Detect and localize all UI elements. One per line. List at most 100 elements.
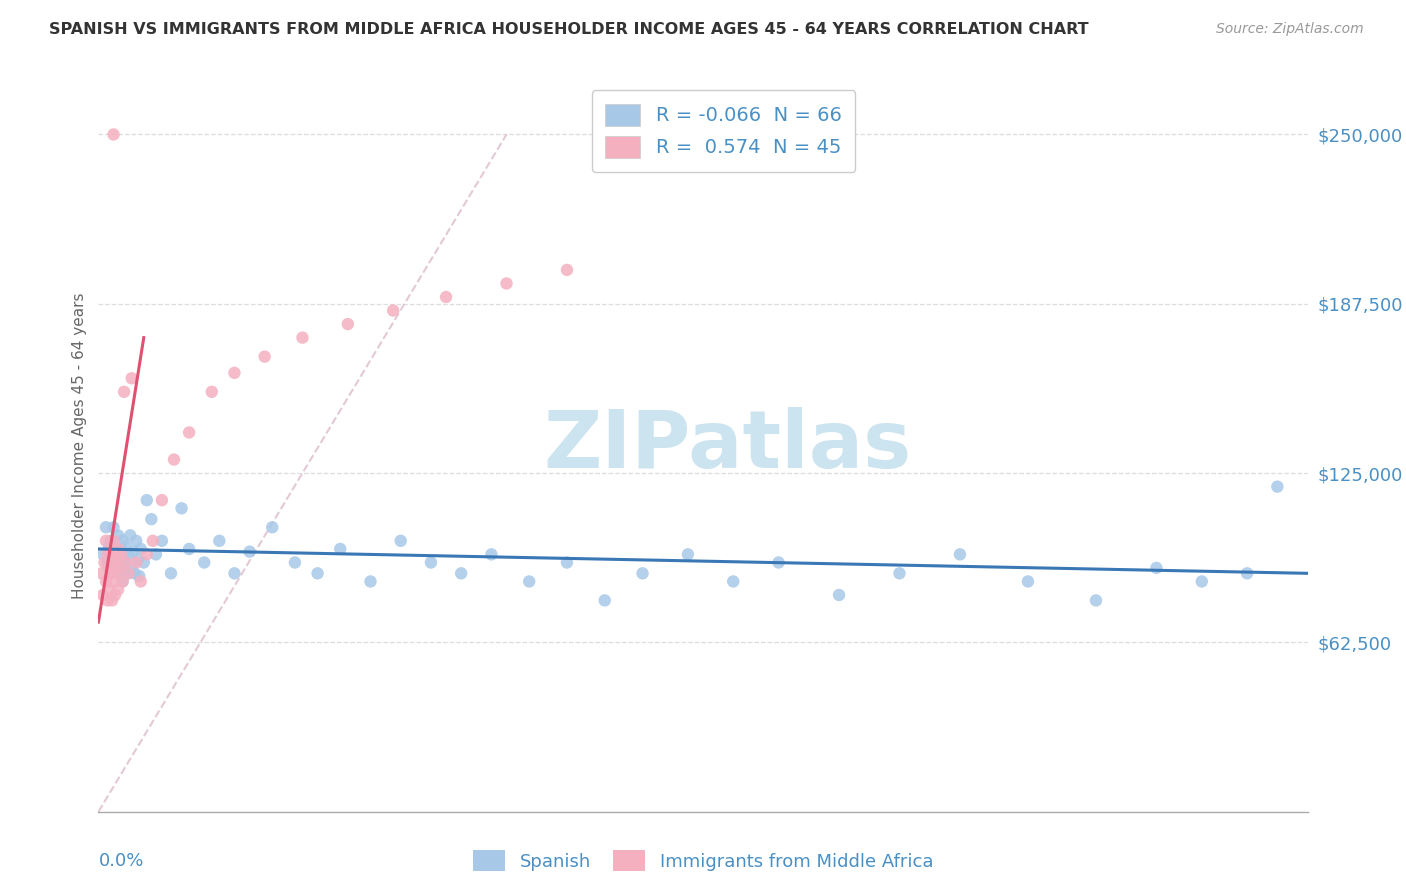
Point xyxy=(1017,574,1039,589)
Point xyxy=(135,493,157,508)
Legend: R = -0.066  N = 66, R =  0.574  N = 45: R = -0.066 N = 66, R = 0.574 N = 45 xyxy=(592,90,855,172)
Legend: Spanish, Immigrants from Middle Africa: Spanish, Immigrants from Middle Africa xyxy=(465,843,941,879)
Point xyxy=(141,512,163,526)
Point xyxy=(96,556,118,570)
Point xyxy=(108,561,131,575)
Point xyxy=(1144,561,1167,575)
Point xyxy=(307,566,329,581)
Point xyxy=(112,550,135,565)
Point xyxy=(100,533,122,548)
Point xyxy=(90,566,112,581)
Point xyxy=(96,547,118,561)
Point xyxy=(420,556,443,570)
Point xyxy=(101,556,124,570)
Point xyxy=(114,556,136,570)
Point xyxy=(111,574,134,589)
Point xyxy=(98,561,121,575)
Point xyxy=(107,541,129,556)
Point xyxy=(142,533,165,548)
Y-axis label: Householder Income Ages 45 - 64 years: Householder Income Ages 45 - 64 years xyxy=(72,293,87,599)
Point xyxy=(103,128,125,142)
Point xyxy=(555,263,578,277)
Point xyxy=(111,574,134,589)
Point xyxy=(96,593,118,607)
Point xyxy=(150,533,173,548)
Point xyxy=(224,366,246,380)
Point xyxy=(103,541,125,556)
Point xyxy=(723,574,745,589)
Point xyxy=(124,566,146,581)
Point xyxy=(103,520,125,534)
Text: Source: ZipAtlas.com: Source: ZipAtlas.com xyxy=(1216,22,1364,37)
Point xyxy=(103,533,125,548)
Point xyxy=(105,547,128,561)
Point xyxy=(105,566,128,581)
Point xyxy=(631,566,654,581)
Point xyxy=(160,566,183,581)
Point xyxy=(145,547,167,561)
Text: ZIPatlas: ZIPatlas xyxy=(543,407,911,485)
Point xyxy=(1236,566,1258,581)
Point xyxy=(104,553,127,567)
Point xyxy=(676,547,699,561)
Point xyxy=(112,384,135,399)
Point xyxy=(120,528,142,542)
Point xyxy=(360,574,382,589)
Point xyxy=(163,452,186,467)
Point xyxy=(949,547,972,561)
Point xyxy=(125,533,148,548)
Point xyxy=(450,566,472,581)
Point xyxy=(201,384,224,399)
Point xyxy=(121,371,143,385)
Point xyxy=(329,541,352,556)
Point xyxy=(253,350,276,364)
Point xyxy=(262,520,284,534)
Point xyxy=(91,588,114,602)
Point xyxy=(115,566,138,581)
Point xyxy=(91,547,114,561)
Point xyxy=(103,574,125,589)
Point xyxy=(239,544,262,558)
Point xyxy=(111,533,134,548)
Point xyxy=(555,556,578,570)
Point xyxy=(132,556,155,570)
Point xyxy=(93,556,115,570)
Point xyxy=(389,533,412,548)
Point xyxy=(107,582,129,597)
Point xyxy=(129,574,152,589)
Point xyxy=(129,541,152,556)
Point xyxy=(179,425,201,440)
Point xyxy=(291,331,314,345)
Point xyxy=(114,556,136,570)
Point xyxy=(118,547,141,561)
Point xyxy=(127,553,149,567)
Point xyxy=(434,290,457,304)
Point xyxy=(105,547,128,561)
Point xyxy=(1267,480,1289,494)
Point xyxy=(104,588,127,602)
Point xyxy=(125,556,148,570)
Point xyxy=(94,574,117,589)
Point xyxy=(193,556,215,570)
Point xyxy=(336,317,359,331)
Point xyxy=(101,566,124,581)
Point xyxy=(110,541,132,556)
Point xyxy=(593,593,616,607)
Point xyxy=(517,574,540,589)
Point xyxy=(382,303,405,318)
Point xyxy=(150,493,173,508)
Point xyxy=(224,566,246,581)
Point xyxy=(118,566,141,581)
Point xyxy=(1191,574,1213,589)
Point xyxy=(101,593,124,607)
Point xyxy=(768,556,790,570)
Point xyxy=(889,566,911,581)
Point xyxy=(121,561,143,575)
Point xyxy=(495,277,517,291)
Point xyxy=(128,569,150,583)
Point xyxy=(94,520,117,534)
Point xyxy=(108,566,131,581)
Point xyxy=(208,533,231,548)
Point xyxy=(135,547,157,561)
Text: 0.0%: 0.0% xyxy=(98,852,143,870)
